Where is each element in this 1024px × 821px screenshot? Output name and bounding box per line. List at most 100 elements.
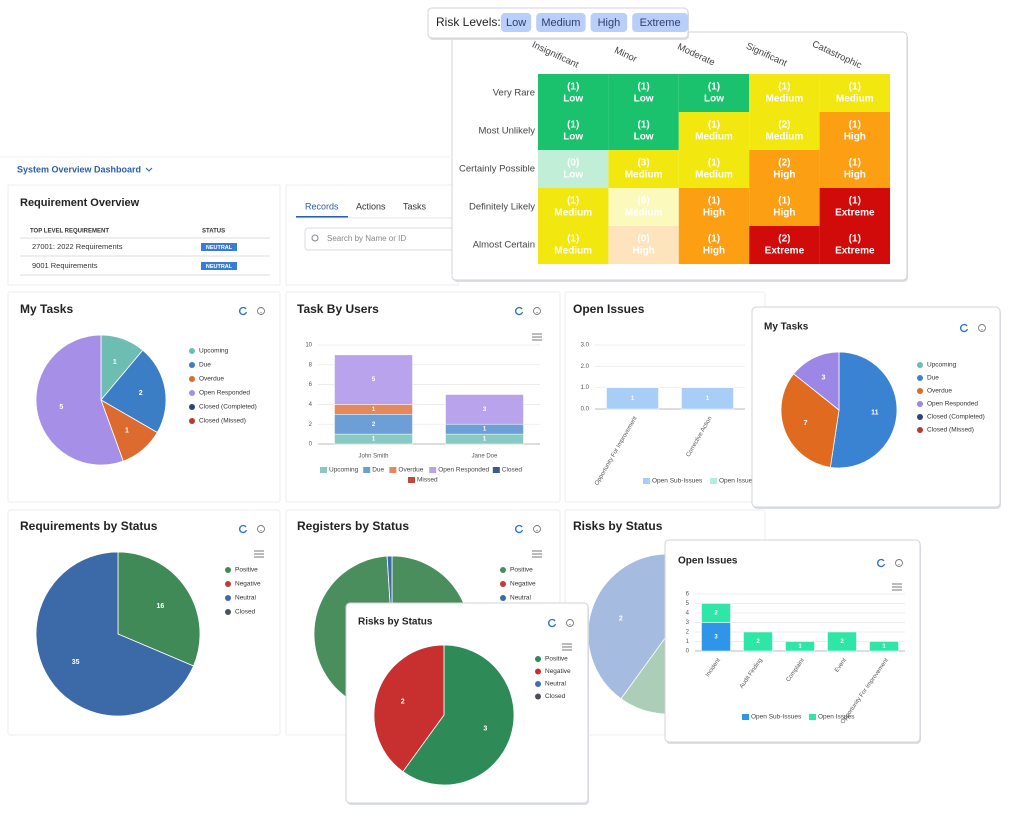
cell-level: Medium [625, 170, 663, 181]
help-icon[interactable] [257, 525, 265, 533]
risk-cell[interactable] [678, 74, 750, 112]
level-chip[interactable] [632, 13, 688, 32]
tab[interactable]: Actions [356, 201, 386, 211]
legend-label[interactable]: Positive [545, 656, 568, 663]
legend-label[interactable]: Negative [235, 581, 261, 588]
risk-cell[interactable] [538, 74, 609, 112]
legend-label[interactable]: Open Sub-Issues [652, 478, 703, 485]
legend-label[interactable]: Negative [510, 581, 536, 588]
risk-cell[interactable] [819, 188, 890, 226]
legend-label[interactable]: Upcoming [199, 348, 229, 355]
legend-label[interactable]: Open Sub-Issues [751, 714, 802, 721]
panel-title: Registers by Status [297, 519, 409, 533]
level-label[interactable]: Low [506, 17, 526, 29]
legend-label[interactable]: Closed (Completed) [927, 414, 985, 421]
level-label[interactable]: Medium [541, 17, 580, 29]
row-label: Certainly Possible [459, 164, 535, 175]
bar-segment [445, 394, 524, 425]
legend-label[interactable]: Missed [417, 477, 438, 484]
legend-label[interactable]: Due [372, 467, 384, 474]
risk-cell[interactable] [678, 226, 750, 264]
cell-count: (2) [778, 234, 790, 245]
risk-cell[interactable] [678, 150, 750, 188]
risk-cell[interactable] [749, 74, 820, 112]
legend-label[interactable]: Overdue [398, 467, 423, 474]
refresh-icon[interactable] [960, 323, 969, 333]
refresh-icon[interactable] [548, 618, 557, 628]
legend-label[interactable]: Due [927, 375, 939, 382]
chevron[interactable] [145, 167, 153, 172]
risk-cell[interactable] [749, 188, 820, 226]
bar-label: 1 [798, 644, 802, 650]
risk-cell[interactable] [608, 112, 679, 150]
level-label[interactable]: High [598, 17, 621, 29]
risk-cell[interactable] [538, 226, 609, 264]
legend-label[interactable]: Positive [235, 567, 258, 574]
bar-segment [827, 631, 857, 652]
cell[interactable]: 27001: 2022 Requirements [32, 242, 123, 251]
legend-label[interactable]: Open Responded [438, 467, 489, 474]
refresh-icon[interactable] [239, 524, 248, 534]
risk-cell[interactable] [538, 150, 609, 188]
legend-label[interactable]: Open Issues [719, 478, 756, 485]
refresh-icon[interactable] [239, 306, 248, 316]
legend-label[interactable]: Closed [502, 467, 523, 474]
risk-cell[interactable] [538, 112, 609, 150]
refresh-icon[interactable] [515, 306, 524, 316]
legend-label[interactable]: Open Issues [818, 714, 855, 721]
row-label: Most Unlikely [479, 126, 536, 137]
legend-label[interactable]: Closed [235, 609, 256, 616]
cell-count: (0) [567, 158, 579, 169]
risk-cell[interactable] [819, 150, 890, 188]
help-icon[interactable] [533, 307, 541, 315]
legend-dot [917, 427, 923, 433]
legend-label[interactable]: Closed (Missed) [927, 427, 974, 434]
legend-label[interactable]: Closed (Completed) [199, 404, 257, 411]
level-chip[interactable] [501, 13, 532, 32]
dashboard-title[interactable]: System Overview Dashboard [17, 164, 141, 174]
risk-cell[interactable] [749, 226, 820, 264]
legend-label[interactable]: Upcoming [927, 362, 957, 369]
tab[interactable]: Tasks [403, 201, 427, 211]
risk-cell[interactable] [819, 226, 890, 264]
risk-cell[interactable] [749, 112, 820, 150]
help-icon[interactable] [257, 307, 265, 315]
help-icon[interactable] [895, 559, 903, 567]
legend-label[interactable]: Overdue [199, 376, 224, 383]
bar-segment [701, 603, 731, 623]
legend-label[interactable]: Closed [545, 693, 566, 700]
level-label[interactable]: Extreme [640, 17, 681, 29]
risk-cell[interactable] [749, 150, 820, 188]
risk-cell[interactable] [608, 188, 679, 226]
legend-label[interactable]: Upcoming [329, 467, 359, 474]
legend-label[interactable]: Neutral [510, 595, 532, 602]
help-icon[interactable] [978, 324, 986, 332]
risk-cell[interactable] [608, 226, 679, 264]
risk-cell[interactable] [538, 188, 609, 226]
level-chip[interactable] [590, 13, 628, 32]
risk-cell[interactable] [608, 150, 679, 188]
help-icon[interactable] [533, 525, 541, 533]
legend-label[interactable]: Due [199, 362, 211, 369]
risk-cell[interactable] [819, 74, 890, 112]
refresh-icon[interactable] [515, 524, 524, 534]
legend-label[interactable]: Open Responded [199, 390, 250, 397]
legend-label[interactable]: Positive [510, 567, 533, 574]
tab[interactable]: Records [305, 201, 339, 211]
level-chip[interactable] [536, 13, 586, 32]
risk-cell[interactable] [678, 188, 750, 226]
cell[interactable]: 9001 Requirements [32, 261, 98, 270]
panel-title: Open Issues [573, 302, 645, 316]
help-icon[interactable] [566, 619, 574, 627]
legend-label[interactable]: Open Responded [927, 401, 978, 408]
search-placeholder[interactable]: Search by Name or ID [327, 234, 406, 243]
legend-label[interactable]: Negative [545, 668, 571, 675]
legend-label[interactable]: Closed (Missed) [199, 418, 246, 425]
risk-cell[interactable] [608, 74, 679, 112]
legend-label[interactable]: Overdue [927, 388, 952, 395]
refresh-icon[interactable] [877, 558, 886, 568]
legend-label[interactable]: Neutral [235, 595, 257, 602]
risk-cell[interactable] [819, 112, 890, 150]
legend-label[interactable]: Neutral [545, 681, 567, 688]
risk-cell[interactable] [678, 112, 750, 150]
